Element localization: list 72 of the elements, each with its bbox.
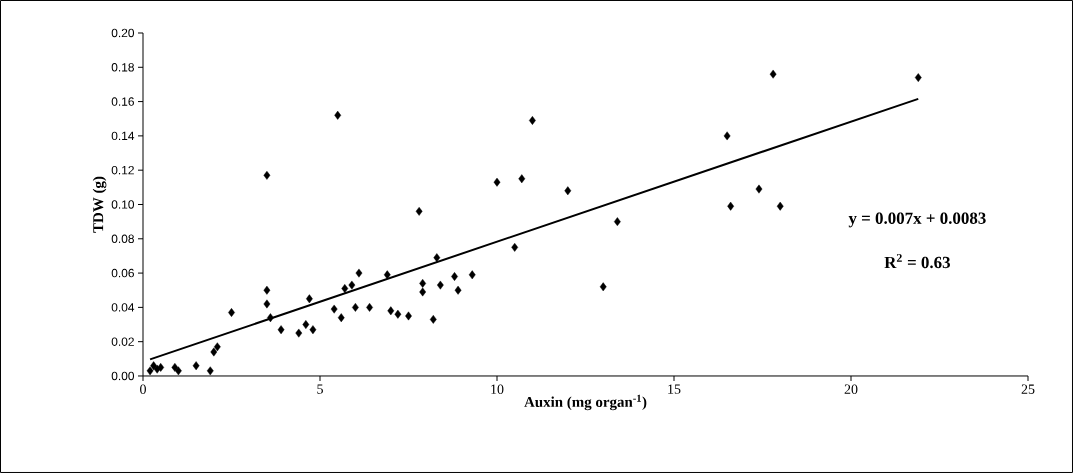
point [175, 366, 182, 376]
point [405, 311, 412, 321]
x-tick-label: 15 [668, 384, 681, 394]
point [493, 177, 501, 187]
point [277, 325, 285, 335]
point [206, 366, 214, 376]
point [267, 313, 274, 323]
point [723, 131, 731, 141]
point [518, 174, 526, 184]
point [146, 366, 154, 376]
point [394, 309, 402, 319]
point [511, 242, 519, 252]
y-tick-label: 0.14 [111, 131, 135, 141]
point [210, 347, 218, 357]
y-tick-label: 0.18 [111, 63, 134, 72]
point [419, 287, 427, 297]
point [263, 299, 271, 309]
point [337, 313, 345, 323]
point [387, 306, 395, 316]
x-axis-title: Auxin (mg organ$^{-1}$) [524, 394, 647, 411]
y-tick-label: 0.00 [111, 371, 135, 381]
point [564, 186, 572, 196]
x-tick-label: 0 [140, 384, 146, 394]
point [433, 253, 441, 263]
point [454, 285, 462, 295]
x-tick-label: 5 [317, 384, 323, 394]
annotation: y = 0.007x + 0.0083 [848, 212, 986, 228]
point [529, 116, 536, 125]
point [727, 201, 734, 211]
point [776, 201, 784, 211]
y-axis-title: TDW (g) [92, 176, 107, 233]
y-tick-label: 0.04 [111, 303, 135, 312]
point [366, 302, 373, 312]
point [192, 361, 200, 371]
point [306, 294, 313, 304]
point [437, 280, 444, 290]
y-tick-label: 0.20 [111, 28, 135, 38]
point [330, 304, 338, 314]
y-tick-label: 0.12 [111, 165, 134, 175]
point [352, 302, 359, 312]
point [468, 270, 476, 280]
point [355, 268, 363, 278]
y-tick-label: 0.16 [111, 97, 134, 106]
point [214, 342, 221, 352]
point [348, 280, 356, 290]
y-tick-label: 0.02 [111, 337, 134, 346]
x-tick-label: 25 [1021, 384, 1035, 394]
x-tick-label: 20 [844, 384, 858, 394]
point [334, 110, 342, 120]
point [309, 325, 317, 335]
point [419, 278, 427, 288]
y-tick-label: 0.10 [111, 200, 135, 209]
y-tick-label: 0.08 [111, 234, 134, 244]
point [302, 320, 310, 329]
point [755, 184, 763, 194]
point [914, 73, 922, 82]
point [263, 170, 271, 180]
point [614, 217, 621, 227]
point [415, 206, 423, 216]
point [769, 69, 777, 79]
point [228, 308, 235, 317]
point [341, 284, 349, 293]
x-tick-label: 10 [491, 384, 504, 394]
point [295, 328, 303, 338]
point [429, 314, 437, 324]
point [263, 285, 271, 295]
y-tick-label: 0.06 [111, 268, 134, 278]
point [451, 272, 458, 281]
point [157, 363, 165, 372]
point [599, 282, 607, 292]
annotation: R$^{2}$ = 0.63 [884, 253, 950, 269]
point [383, 270, 391, 280]
